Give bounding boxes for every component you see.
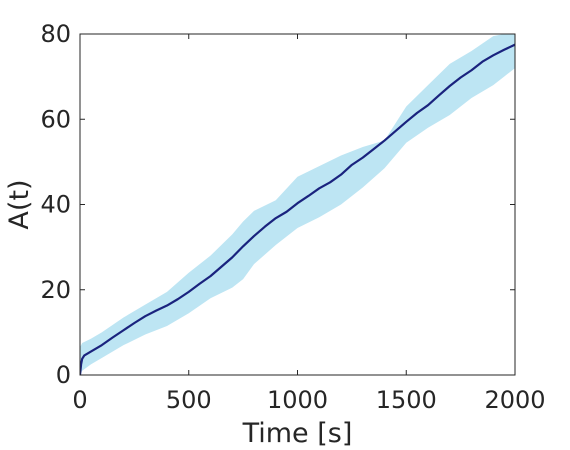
axes bbox=[79, 33, 516, 376]
y-tick-label: 60 bbox=[40, 105, 71, 133]
x-tick-label: 1000 bbox=[267, 386, 328, 414]
x-tick-label: 1500 bbox=[376, 386, 437, 414]
mean-line bbox=[80, 43, 515, 375]
x-tick-label: 2000 bbox=[484, 386, 545, 414]
y-axis-label: A(t) bbox=[4, 179, 35, 229]
x-axis-label: Time [s] bbox=[242, 418, 353, 449]
y-tick-label: 20 bbox=[40, 276, 71, 304]
y-tick-label: 80 bbox=[40, 20, 71, 48]
line-layer bbox=[80, 43, 515, 375]
y-tick-label: 0 bbox=[56, 361, 71, 389]
x-tick-label: 0 bbox=[72, 386, 87, 414]
x-tick-label: 500 bbox=[166, 386, 212, 414]
tick-labels: 0 500 1000 1500 2000 0 20 40 60 80 bbox=[40, 20, 545, 414]
y-tick-label: 40 bbox=[40, 191, 71, 219]
